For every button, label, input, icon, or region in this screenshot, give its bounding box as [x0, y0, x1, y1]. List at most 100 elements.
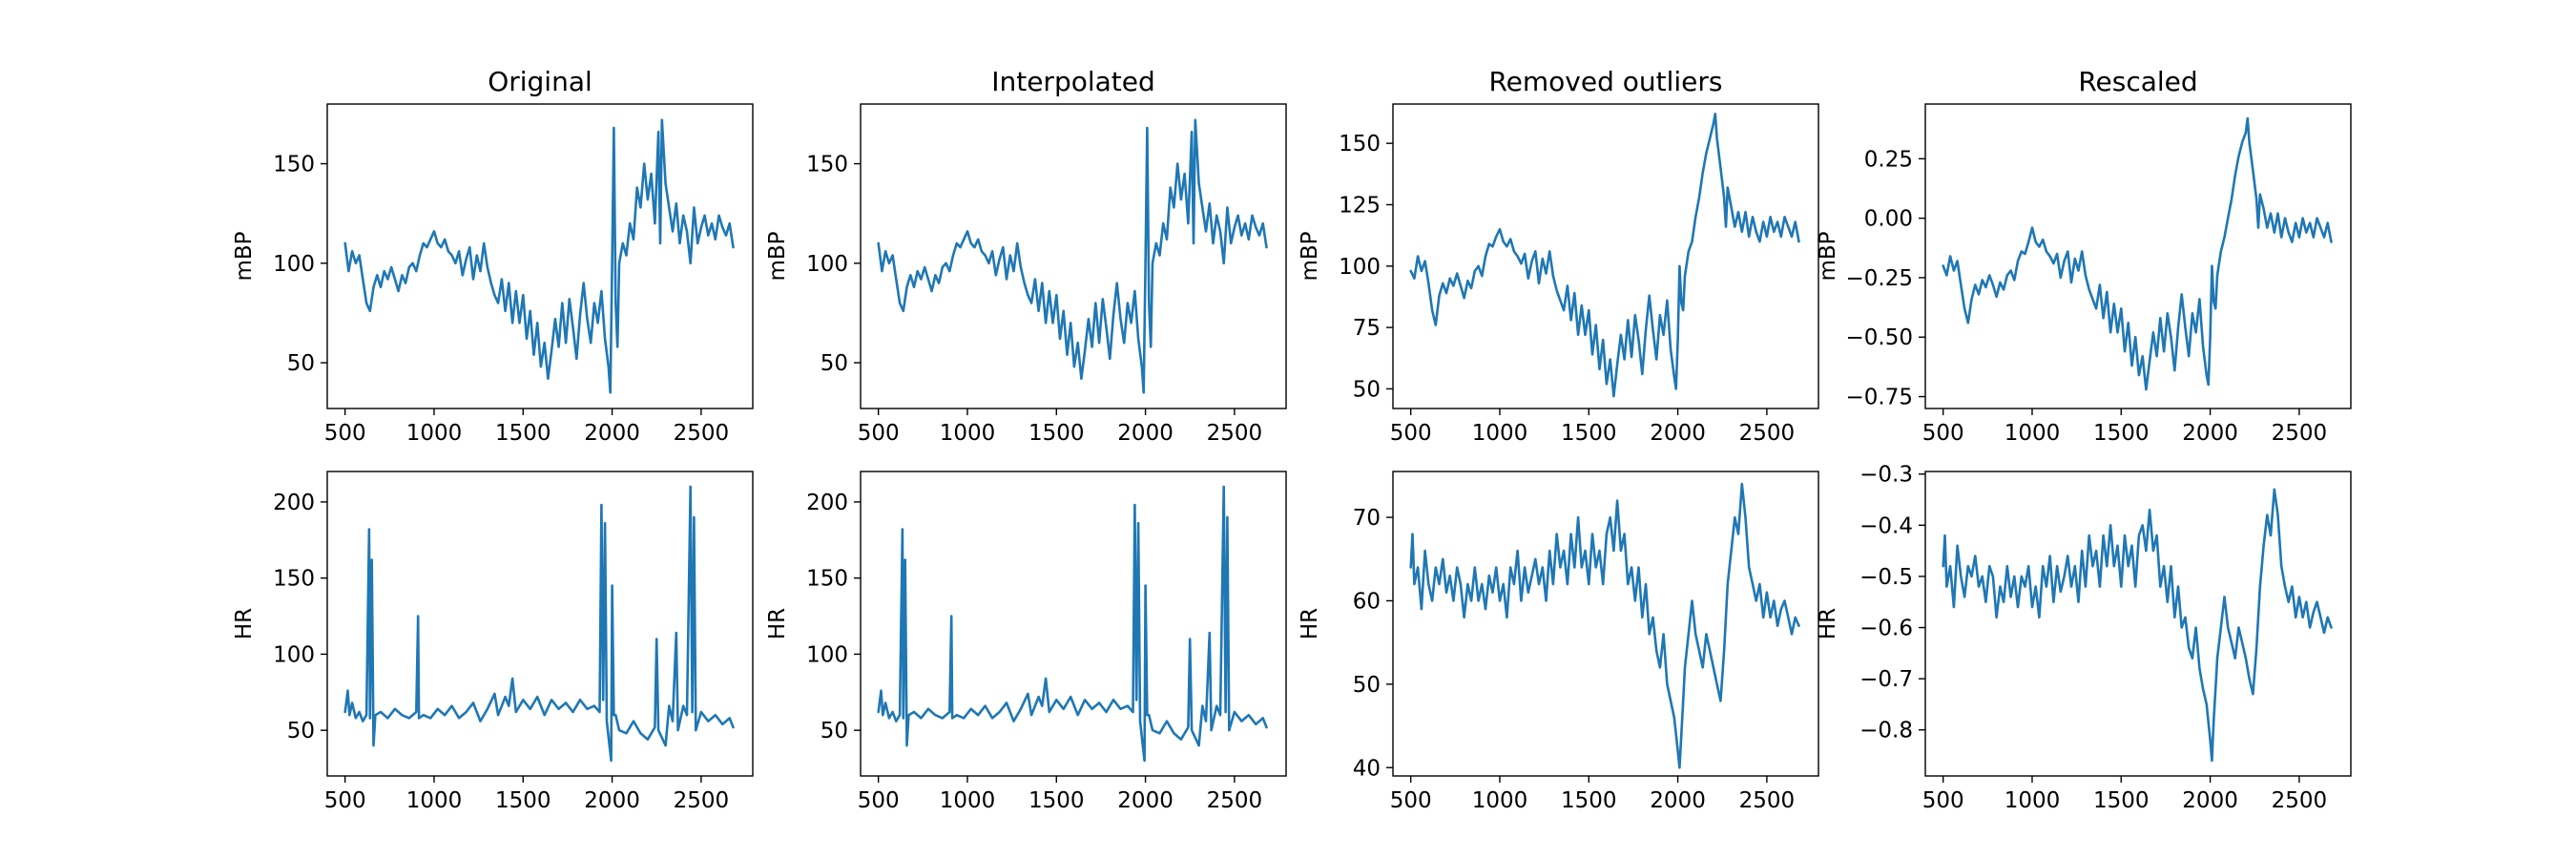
- y-tick-label: 50: [821, 719, 848, 744]
- x-tick-label: 1000: [1472, 788, 1528, 813]
- x-tick-label: 500: [858, 421, 900, 446]
- y-tick-label: 40: [1353, 756, 1381, 781]
- y-tick-label: 50: [1353, 673, 1381, 698]
- x-tick-label: 500: [324, 788, 366, 813]
- y-tick-label: −0.7: [1859, 667, 1913, 692]
- x-tick-label: 2500: [1739, 788, 1796, 813]
- subplot-1: 500 1000 1500 2000 2500 50 100 150 mBP Original: [232, 66, 754, 446]
- x-tick-label: 2000: [2182, 788, 2238, 813]
- y-tick-label: 50: [1353, 377, 1381, 402]
- x-tick-label: 500: [1922, 788, 1964, 813]
- y-tick-label: 100: [1339, 255, 1381, 280]
- x-tick-label: 2000: [1650, 421, 1706, 446]
- axes-frame: [1924, 471, 2352, 777]
- y-tick-label: 100: [273, 642, 315, 667]
- x-tick-label: 500: [1922, 421, 1964, 446]
- x-tick-label: 2000: [584, 788, 640, 813]
- x-tick-label: 1000: [1472, 421, 1528, 446]
- axes-title: Interpolated: [991, 66, 1155, 97]
- x-tick-label: 1000: [2005, 421, 2061, 446]
- y-tick-label: 150: [273, 153, 315, 178]
- y-axis-label: HR: [765, 608, 790, 639]
- y-tick-label: 75: [1353, 316, 1381, 341]
- y-axis-label: mBP: [765, 231, 790, 281]
- x-tick-label: 1500: [2093, 788, 2150, 813]
- y-axis-label: HR: [1816, 608, 1840, 639]
- x-tick-label: 2500: [2272, 788, 2328, 813]
- y-tick-label: −0.8: [1859, 719, 1913, 744]
- y-tick-label: 50: [821, 351, 848, 376]
- axes-title: Removed outliers: [1488, 66, 1722, 97]
- axes-frame: [860, 103, 1287, 409]
- x-tick-label: 500: [1390, 421, 1432, 446]
- x-tick-label: 1000: [940, 788, 996, 813]
- y-tick-label: −0.75: [1846, 386, 1913, 410]
- x-tick-label: 1500: [495, 788, 551, 813]
- y-tick-label: 200: [273, 491, 315, 515]
- y-tick-label: 150: [273, 567, 315, 592]
- series-line: [877, 118, 1268, 394]
- subplot-4: 500 1000 1500 2000 2500 −0.75 −0.50 −0.25 0.00 0.…: [1816, 66, 2352, 446]
- y-tick-label: 50: [287, 351, 315, 376]
- x-tick-label: 2500: [1207, 788, 1263, 813]
- axes-frame: [1392, 103, 1819, 409]
- x-tick-label: 2500: [674, 421, 730, 446]
- x-tick-label: 1500: [1028, 421, 1085, 446]
- y-axis-label: mBP: [1816, 231, 1840, 281]
- x-tick-label: 1500: [1561, 421, 1617, 446]
- y-tick-label: 60: [1353, 589, 1381, 614]
- axes-frame: [860, 471, 1287, 777]
- x-tick-label: 1500: [1028, 788, 1085, 813]
- axes-frame: [326, 103, 754, 409]
- series-line: [1942, 116, 2333, 391]
- y-tick-label: 0.25: [1864, 147, 1913, 172]
- axes-frame: [326, 471, 754, 777]
- x-tick-label: 2500: [674, 788, 730, 813]
- x-tick-label: 1000: [406, 421, 463, 446]
- y-tick-label: −0.25: [1846, 266, 1913, 291]
- series-line: [1942, 488, 2333, 763]
- y-tick-label: 150: [806, 567, 848, 592]
- y-tick-label: −0.5: [1859, 565, 1913, 590]
- axes-frame: [1392, 471, 1819, 777]
- y-tick-label: 150: [1339, 132, 1381, 157]
- series-line: [1409, 482, 1800, 769]
- subplot-3: 500 1000 1500 2000 2500 50 75 100 125 150 mBP Remov…: [1298, 66, 1819, 446]
- series-line: [877, 485, 1268, 763]
- y-tick-label: 125: [1339, 193, 1381, 218]
- subplot-7: 500 1000 1500 2000 2500 40 50 60 70 HR: [1298, 471, 1819, 813]
- y-axis-label: mBP: [232, 231, 257, 281]
- x-tick-label: 2000: [1117, 788, 1174, 813]
- y-axis-label: mBP: [1298, 231, 1322, 281]
- x-tick-label: 2000: [584, 421, 640, 446]
- x-tick-label: 2500: [1739, 421, 1796, 446]
- y-tick-label: 100: [806, 252, 848, 277]
- axes-title: Rescaled: [2078, 66, 2197, 97]
- x-tick-label: 1500: [495, 421, 551, 446]
- x-tick-label: 2000: [1650, 788, 1706, 813]
- x-tick-label: 1500: [1561, 788, 1617, 813]
- x-tick-label: 500: [324, 421, 366, 446]
- axes-title: Original: [488, 66, 592, 97]
- x-tick-label: 1500: [2093, 421, 2150, 446]
- y-tick-label: −0.6: [1859, 617, 1913, 641]
- series-line: [343, 118, 735, 394]
- y-tick-label: −0.3: [1859, 463, 1913, 488]
- y-axis-label: HR: [1298, 608, 1322, 639]
- x-tick-label: 2000: [2182, 421, 2238, 446]
- x-tick-label: 2000: [1117, 421, 1174, 446]
- y-tick-label: 150: [806, 153, 848, 178]
- y-tick-label: 0.00: [1864, 207, 1913, 232]
- y-tick-label: −0.50: [1846, 325, 1913, 350]
- series-line: [343, 485, 735, 763]
- y-tick-label: 100: [806, 642, 848, 667]
- y-tick-label: 200: [806, 491, 848, 515]
- x-tick-label: 2500: [1207, 421, 1263, 446]
- x-tick-label: 500: [858, 788, 900, 813]
- y-tick-label: −0.4: [1859, 513, 1913, 538]
- x-tick-label: 1000: [2005, 788, 2061, 813]
- subplot-8: 500 1000 1500 2000 2500 −0.8 −0.7 −0.6 −0.5 −0.4 −…: [1816, 463, 2352, 813]
- axes-frame: [1924, 103, 2352, 409]
- x-tick-label: 2500: [2272, 421, 2328, 446]
